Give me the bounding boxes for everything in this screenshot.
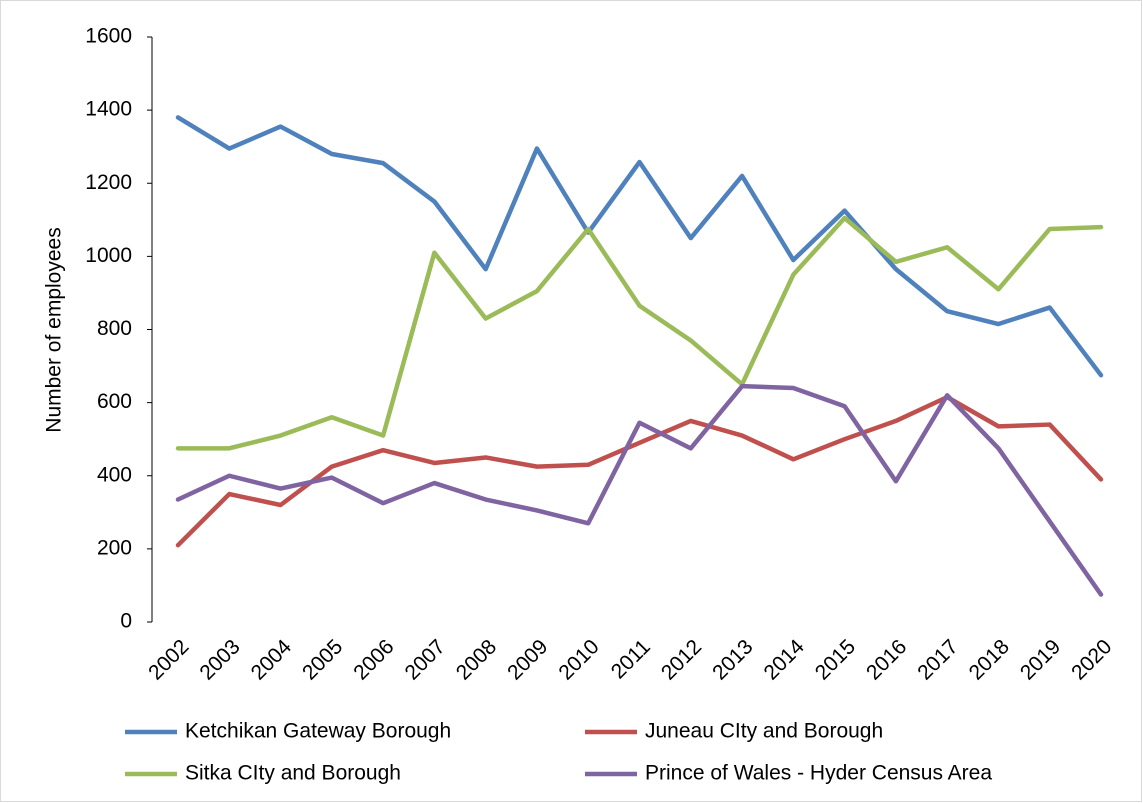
y-tick-label: 1200 — [85, 171, 132, 194]
legend-label: Sitka CIty and Borough — [185, 762, 401, 785]
y-tick-label: 1600 — [85, 25, 132, 48]
legend-label: Prince of Wales - Hyder Census Area — [645, 762, 992, 785]
y-tick-label: 400 — [97, 463, 132, 486]
line — [175, 115, 1104, 378]
line — [175, 383, 1104, 597]
y-tick-label: 600 — [97, 390, 132, 413]
y-axis-title: Number of employees — [43, 227, 66, 432]
y-tick-label: 800 — [97, 317, 132, 340]
y-tick-label: 1400 — [85, 98, 132, 121]
legend-label: Ketchikan Gateway Borough — [185, 720, 451, 743]
legend-label: Juneau CIty and Borough — [645, 720, 883, 743]
y-tick-label: 1000 — [85, 244, 132, 267]
line — [175, 215, 1104, 451]
y-tick-label: 0 — [120, 610, 132, 633]
y-tick-label: 200 — [97, 536, 132, 559]
